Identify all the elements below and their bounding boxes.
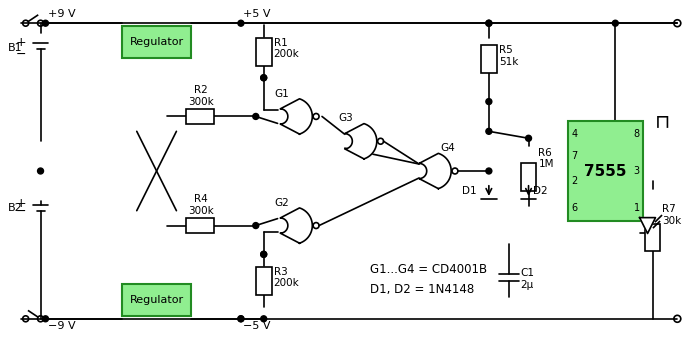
Text: R6
1M: R6 1M <box>538 148 554 169</box>
Circle shape <box>43 316 48 322</box>
FancyBboxPatch shape <box>256 267 272 295</box>
Circle shape <box>260 75 267 81</box>
FancyBboxPatch shape <box>521 163 536 191</box>
Circle shape <box>486 98 492 105</box>
Text: +: + <box>16 197 27 210</box>
Text: G1: G1 <box>274 89 289 98</box>
Text: D1: D1 <box>462 186 477 196</box>
Circle shape <box>38 168 43 174</box>
Text: +: + <box>16 36 27 49</box>
FancyBboxPatch shape <box>256 38 272 66</box>
FancyBboxPatch shape <box>645 224 661 251</box>
Circle shape <box>260 75 267 81</box>
Text: R5
51k: R5 51k <box>499 45 518 67</box>
Text: B1: B1 <box>8 43 22 53</box>
Circle shape <box>43 20 48 26</box>
Text: G4: G4 <box>441 143 456 153</box>
FancyBboxPatch shape <box>481 45 497 73</box>
Circle shape <box>238 316 244 322</box>
Text: 3: 3 <box>634 166 640 176</box>
Text: G1...G4 = CD4001B: G1...G4 = CD4001B <box>370 263 487 276</box>
Polygon shape <box>280 208 312 243</box>
FancyBboxPatch shape <box>186 108 214 124</box>
Text: 1: 1 <box>634 203 640 213</box>
Circle shape <box>260 251 267 257</box>
Text: G2: G2 <box>274 198 289 208</box>
Polygon shape <box>419 153 452 189</box>
Text: R2
300k: R2 300k <box>188 85 214 106</box>
FancyBboxPatch shape <box>186 218 214 234</box>
Text: R4
300k: R4 300k <box>188 194 214 216</box>
Text: 8: 8 <box>634 129 640 139</box>
Polygon shape <box>640 218 655 234</box>
Text: 2: 2 <box>571 176 577 186</box>
Text: +9 V: +9 V <box>48 9 76 19</box>
Circle shape <box>260 316 267 322</box>
Text: Regulator: Regulator <box>130 295 183 305</box>
FancyBboxPatch shape <box>122 26 191 58</box>
Circle shape <box>260 251 267 257</box>
Text: R3
200k: R3 200k <box>274 267 300 288</box>
Circle shape <box>486 168 492 174</box>
Text: −5 V: −5 V <box>243 321 270 331</box>
Polygon shape <box>344 123 377 159</box>
Text: G3: G3 <box>339 114 354 123</box>
Text: R1
200k: R1 200k <box>274 38 300 59</box>
Circle shape <box>253 223 259 228</box>
Circle shape <box>526 135 531 141</box>
Text: 7: 7 <box>571 151 577 161</box>
Text: +5 V: +5 V <box>243 9 270 19</box>
Circle shape <box>238 20 244 26</box>
Circle shape <box>486 128 492 134</box>
Circle shape <box>486 20 492 26</box>
FancyBboxPatch shape <box>568 121 643 221</box>
Text: D2: D2 <box>533 186 548 196</box>
Text: −: − <box>16 205 27 218</box>
Circle shape <box>612 20 618 26</box>
Circle shape <box>486 20 492 26</box>
Polygon shape <box>280 99 312 134</box>
Text: R7
30k: R7 30k <box>662 204 682 226</box>
Text: 6: 6 <box>571 203 577 213</box>
Text: −: − <box>16 48 27 61</box>
Text: B2: B2 <box>8 203 22 213</box>
Text: Regulator: Regulator <box>130 37 183 47</box>
Text: D1, D2 = 1N4148: D1, D2 = 1N4148 <box>370 282 474 295</box>
Circle shape <box>253 114 259 119</box>
Circle shape <box>238 316 244 322</box>
FancyBboxPatch shape <box>122 284 191 316</box>
Text: ⊓: ⊓ <box>654 112 670 131</box>
Text: C1
2μ: C1 2μ <box>521 268 535 290</box>
Text: −9 V: −9 V <box>48 321 76 331</box>
Text: 4: 4 <box>571 129 577 139</box>
Text: 7555: 7555 <box>584 163 626 179</box>
